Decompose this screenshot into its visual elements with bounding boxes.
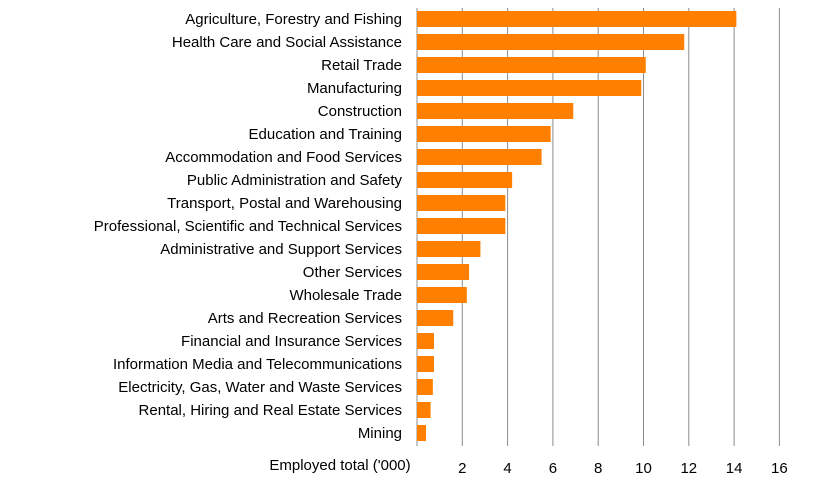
category-label: Accommodation and Food Services	[165, 149, 402, 166]
category-label: Information Media and Telecommunications	[113, 356, 402, 373]
category-label: Education and Training	[249, 126, 402, 143]
category-label: Transport, Postal and Warehousing	[167, 195, 402, 212]
x-tick-label: 8	[594, 460, 602, 477]
bar	[417, 356, 434, 372]
bar	[417, 264, 470, 280]
bar	[417, 80, 642, 96]
bar	[417, 402, 431, 418]
category-label: Manufacturing	[307, 80, 402, 97]
x-tick-label: 10	[635, 460, 652, 477]
bar	[417, 103, 574, 119]
x-tick-label: 6	[549, 460, 557, 477]
category-label: Mining	[358, 425, 402, 442]
x-axis-title: Employed total ('000)	[269, 457, 410, 474]
bar	[417, 379, 433, 395]
gridlines	[461, 8, 780, 446]
category-label: Other Services	[303, 264, 402, 281]
bar	[417, 195, 506, 211]
x-tick-labels: 2 4 6 8 10 12 14 16	[458, 460, 788, 477]
bar	[417, 172, 513, 188]
category-label: Rental, Hiring and Real Estate Services	[139, 402, 402, 419]
bar	[417, 126, 551, 142]
bar	[417, 149, 542, 165]
x-tick-label: 14	[726, 460, 743, 477]
category-labels: Agriculture, Forestry and Fishing Health …	[94, 11, 403, 442]
bar	[417, 425, 427, 441]
category-label: Wholesale Trade	[289, 287, 402, 304]
bar	[417, 57, 646, 73]
bar	[417, 310, 454, 326]
bar	[417, 333, 434, 349]
bar	[417, 218, 506, 234]
x-tick-label: 4	[503, 460, 511, 477]
category-label: Health Care and Social Assistance	[172, 34, 402, 51]
category-label: Electricity, Gas, Water and Waste Servic…	[118, 379, 402, 396]
category-label: Retail Trade	[321, 57, 402, 74]
bar	[417, 11, 737, 27]
category-label: Public Administration and Safety	[187, 172, 403, 189]
category-label: Administrative and Support Services	[160, 241, 402, 258]
bars	[417, 11, 737, 441]
category-label: Financial and Insurance Services	[181, 333, 402, 350]
x-tick-label: 12	[680, 460, 697, 477]
bar	[417, 241, 481, 257]
category-label: Professional, Scientific and Technical S…	[94, 218, 402, 235]
bar	[417, 287, 467, 303]
x-tick-label: 2	[458, 460, 466, 477]
x-tick-label: 16	[771, 460, 788, 477]
bar	[417, 34, 685, 50]
category-label: Agriculture, Forestry and Fishing	[185, 11, 402, 28]
category-label: Arts and Recreation Services	[208, 310, 402, 327]
category-label: Construction	[318, 103, 402, 120]
